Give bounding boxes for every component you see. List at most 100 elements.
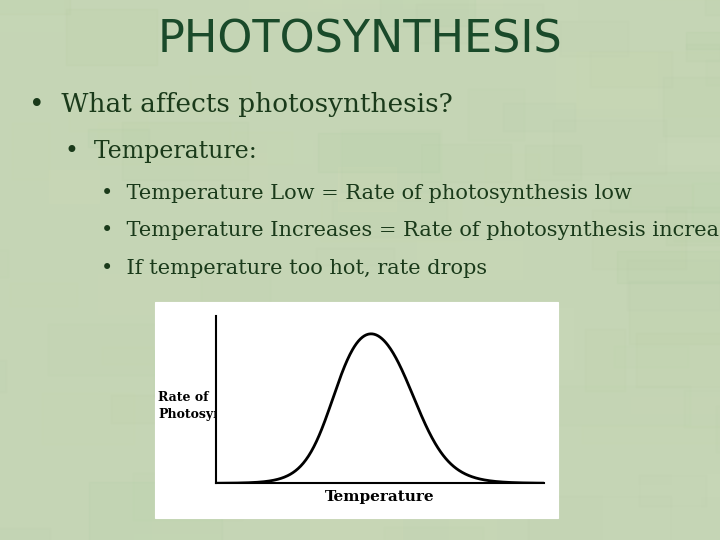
Bar <box>418 241 522 279</box>
Bar <box>0 0 70 15</box>
Bar <box>0 250 8 277</box>
Text: •  Temperature Low = Rate of photosynthesis low: • Temperature Low = Rate of photosynthes… <box>101 184 631 202</box>
Bar <box>0 528 50 540</box>
Bar <box>663 77 720 137</box>
Bar <box>613 346 688 367</box>
Bar <box>323 400 418 457</box>
X-axis label: Temperature: Temperature <box>325 490 435 504</box>
Bar <box>585 329 625 391</box>
Bar <box>636 333 720 387</box>
Bar <box>328 359 450 408</box>
Bar <box>12 123 49 179</box>
Bar <box>66 9 157 65</box>
Bar <box>421 144 511 181</box>
Bar <box>204 0 318 25</box>
Bar <box>217 400 279 432</box>
Bar <box>318 133 439 172</box>
Bar <box>397 488 526 540</box>
Bar <box>490 399 539 463</box>
Bar <box>503 103 575 131</box>
Bar <box>323 0 421 3</box>
Bar <box>98 274 239 314</box>
Bar <box>0 0 63 31</box>
Bar <box>204 0 330 16</box>
Bar <box>122 122 248 180</box>
Bar <box>329 267 378 305</box>
Bar <box>332 200 446 237</box>
Bar <box>165 451 204 473</box>
Bar <box>639 475 706 507</box>
Text: •  If temperature too hot, rate drops: • If temperature too hot, rate drops <box>101 259 487 278</box>
Bar <box>111 395 181 423</box>
Bar <box>189 0 329 24</box>
Bar <box>176 434 236 474</box>
Bar <box>130 446 184 489</box>
Bar <box>459 308 573 369</box>
Bar <box>69 105 147 131</box>
Bar <box>449 487 496 540</box>
Bar <box>294 186 355 211</box>
Bar <box>626 260 720 309</box>
Bar <box>249 0 341 11</box>
Bar <box>201 261 271 309</box>
Bar <box>134 534 220 540</box>
Bar <box>270 485 356 503</box>
Bar <box>48 323 163 375</box>
Text: Rate of
Photosynthesis: Rate of Photosynthesis <box>158 391 264 421</box>
Bar <box>468 89 524 140</box>
Bar <box>380 0 475 26</box>
Bar <box>469 0 577 20</box>
Bar <box>630 185 693 207</box>
Bar <box>261 108 317 128</box>
Bar <box>321 195 462 241</box>
Bar <box>554 120 666 174</box>
Text: •  Temperature:: • Temperature: <box>65 140 256 164</box>
Bar <box>433 495 463 540</box>
Bar <box>152 511 287 540</box>
Bar <box>590 51 672 87</box>
Bar <box>593 210 685 268</box>
Bar <box>617 251 720 283</box>
Bar <box>17 435 51 467</box>
Bar <box>577 52 720 117</box>
Bar <box>190 76 250 113</box>
Bar <box>489 326 552 381</box>
Bar <box>528 496 670 540</box>
Bar <box>658 143 720 164</box>
Bar <box>681 302 720 357</box>
Bar <box>338 166 396 212</box>
Text: PHOTOSYNTHESIS: PHOTOSYNTHESIS <box>158 19 562 62</box>
Bar <box>485 154 539 205</box>
Bar <box>526 145 582 180</box>
Bar <box>49 170 99 203</box>
Bar <box>98 123 230 164</box>
Bar <box>310 514 402 540</box>
Bar <box>132 474 242 520</box>
Bar <box>71 494 149 540</box>
Bar <box>666 207 720 245</box>
Bar <box>235 132 292 164</box>
Bar <box>9 282 77 306</box>
Bar <box>416 4 543 43</box>
Bar <box>582 426 720 443</box>
Bar <box>611 172 720 212</box>
Bar <box>629 281 720 344</box>
Bar <box>384 527 482 540</box>
Bar <box>672 475 720 496</box>
Bar <box>423 414 464 438</box>
Bar <box>0 93 37 144</box>
Bar <box>681 231 720 281</box>
Bar <box>473 340 520 404</box>
Bar <box>683 390 720 427</box>
Bar <box>685 44 720 62</box>
Bar <box>692 183 720 231</box>
Bar <box>713 295 720 349</box>
Bar <box>88 129 149 146</box>
Bar <box>378 345 469 383</box>
Bar <box>194 153 267 202</box>
Bar <box>316 248 394 265</box>
Bar <box>63 518 160 540</box>
Text: •  Temperature Increases = Rate of photosynthesis increases: • Temperature Increases = Rate of photos… <box>101 221 720 240</box>
Bar <box>549 387 690 425</box>
Bar <box>674 224 720 241</box>
